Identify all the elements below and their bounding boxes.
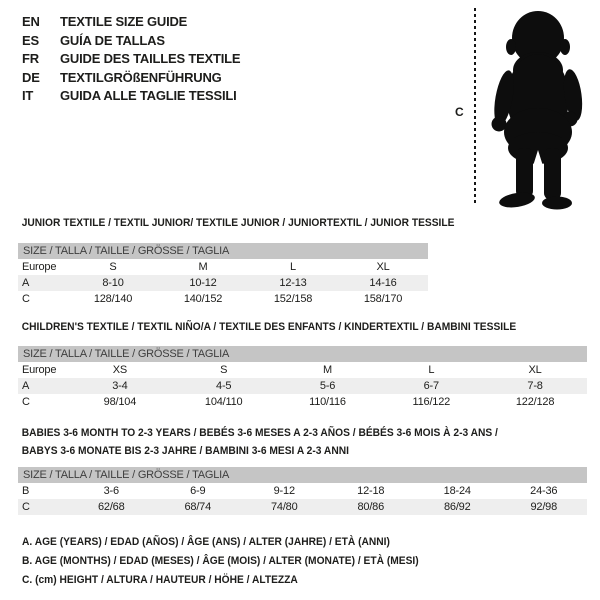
language-title: GUÍA DE TALLAS xyxy=(60,32,165,48)
footnote-line: B. AGE (MONTHS) / EDAD (MESES) / ÂGE (MO… xyxy=(22,555,419,567)
height-measure-label: C xyxy=(455,105,464,119)
size-value-cell: S xyxy=(220,364,228,376)
table-row: B 3-6 6-9 9-12 12-18 18-24 24-36 xyxy=(18,483,587,499)
language-code: ES xyxy=(22,32,39,48)
size-value-cell: 116/122 xyxy=(412,396,451,408)
size-value-cell: 12-13 xyxy=(279,277,307,289)
size-value-cell: 80/86 xyxy=(357,501,385,513)
size-value-cell: 14-16 xyxy=(369,277,397,289)
size-value-cell: 86/92 xyxy=(443,501,471,513)
row-label: B xyxy=(22,485,30,497)
height-dashed-line xyxy=(474,8,476,206)
language-row: IT GUIDA ALLE TAGLIE TESSILI xyxy=(22,87,240,106)
language-row: ES GUÍA DE TALLAS xyxy=(22,32,240,51)
row-label: C xyxy=(22,293,30,305)
size-value-cell: 62/68 xyxy=(97,501,125,513)
section-babies-textile: BABIES 3-6 MONTH TO 2-3 YEARS / BEBÉS 3-… xyxy=(18,424,587,515)
footnote-line: A. AGE (YEARS) / EDAD (AÑOS) / ÂGE (ANS)… xyxy=(22,536,390,548)
section-title-line2: BABYS 3-6 MONATE BIS 2-3 JAHRE / BAMBINI… xyxy=(21,445,349,457)
row-label: Europe xyxy=(22,261,57,273)
size-value-cell: 98/104 xyxy=(103,396,137,408)
table-row: C 98/104 104/110 110/116 116/122 122/128 xyxy=(18,394,587,410)
size-header-bar: SIZE / TALLA / TAILLE / GRÖSSE / TAGLIA xyxy=(18,467,587,483)
table-row: Europe XS S M L XL xyxy=(18,362,587,378)
childrens-size-table: SIZE / TALLA / TAILLE / GRÖSSE / TAGLIA … xyxy=(18,346,587,410)
language-code: DE xyxy=(22,69,40,85)
section-title: CHILDREN'S TEXTILE / TEXTIL NIÑO/A / TEX… xyxy=(21,321,517,333)
size-value-cell: S xyxy=(109,261,117,273)
section-childrens-textile: CHILDREN'S TEXTILE / TEXTIL NIÑO/A / TEX… xyxy=(18,318,587,410)
baby-height-figure: C xyxy=(448,0,600,215)
size-value-cell: 92/98 xyxy=(530,501,558,513)
size-value-cell: 122/128 xyxy=(515,396,555,408)
language-row: DE TEXTILGRÖßENFÜHRUNG xyxy=(22,69,240,88)
size-value-cell: 68/74 xyxy=(184,501,212,513)
size-value-cell: XS xyxy=(112,364,128,376)
size-value-cell: 74/80 xyxy=(270,501,298,513)
row-label: A xyxy=(22,380,30,392)
size-value-cell: 3-4 xyxy=(112,380,128,392)
size-value-cell: 7-8 xyxy=(527,380,543,392)
row-label: C xyxy=(22,501,30,513)
size-value-cell: 128/140 xyxy=(93,293,133,305)
size-value-cell: 152/158 xyxy=(273,293,313,305)
junior-size-table: SIZE / TALLA / TAILLE / GRÖSSE / TAGLIA … xyxy=(18,243,428,307)
size-value-cell: 158/170 xyxy=(363,293,403,305)
table-row: C 62/68 68/74 74/80 80/86 86/92 92/98 xyxy=(18,499,587,515)
size-value-cell: XL xyxy=(528,364,542,376)
footnote-line: C. (cm) HEIGHT / ALTURA / HAUTEUR / HÖHE… xyxy=(22,574,298,586)
size-value-cell: M xyxy=(198,261,208,273)
table-row: A 3-4 4-5 5-6 6-7 7-8 xyxy=(18,378,587,394)
size-value-cell: 6-7 xyxy=(423,380,440,392)
size-value-cell: 8-10 xyxy=(102,277,124,289)
language-code: EN xyxy=(22,14,40,29)
size-value-cell: M xyxy=(323,364,332,376)
size-header-bar: SIZE / TALLA / TAILLE / GRÖSSE / TAGLIA xyxy=(18,243,428,259)
size-value-cell: 5-6 xyxy=(319,380,336,392)
size-value-cell: 3-6 xyxy=(103,485,120,497)
size-value-cell: 12-18 xyxy=(357,485,385,497)
table-row: Europe S M L XL xyxy=(18,259,428,275)
language-title: GUIDA ALLE TAGLIE TESSILI xyxy=(60,88,237,103)
size-value-cell: 18-24 xyxy=(443,485,471,497)
section-title: JUNIOR TEXTILE / TEXTIL JUNIOR/ TEXTILE … xyxy=(21,217,455,229)
language-title: TEXTILGRÖßENFÜHRUNG xyxy=(60,69,222,85)
size-value-cell: 6-9 xyxy=(190,485,206,497)
size-value-cell: 110/116 xyxy=(309,396,346,408)
babies-size-table: SIZE / TALLA / TAILLE / GRÖSSE / TAGLIA … xyxy=(18,467,587,515)
section-junior-textile: JUNIOR TEXTILE / TEXTIL JUNIOR/ TEXTILE … xyxy=(18,214,455,307)
size-value-cell: L xyxy=(428,364,435,376)
language-list: EN TEXTILE SIZE GUIDE ES GUÍA DE TALLAS FR GU… xyxy=(22,13,241,106)
row-label: Europe xyxy=(22,364,57,376)
size-value-cell: 4-5 xyxy=(216,380,232,392)
size-value-cell: 9-12 xyxy=(273,485,295,497)
size-value-cell: 10-12 xyxy=(189,277,217,289)
size-header-bar: SIZE / TALLA / TAILLE / GRÖSSE / TAGLIA xyxy=(18,346,587,362)
size-value-cell: 140/152 xyxy=(183,293,223,305)
size-value-cell: XL xyxy=(376,261,390,273)
language-title: TEXTILE SIZE GUIDE xyxy=(60,14,188,29)
table-row: A 8-10 10-12 12-13 14-16 xyxy=(18,275,428,291)
language-row: EN TEXTILE SIZE GUIDE xyxy=(22,13,240,32)
row-label: A xyxy=(22,277,30,289)
footnotes: A. AGE (YEARS) / EDAD (AÑOS) / ÂGE (ANS)… xyxy=(22,533,449,590)
language-code: IT xyxy=(22,88,34,103)
table-row: C 128/140 140/152 152/158 158/170 xyxy=(18,291,428,307)
language-title: GUIDE DES TAILLES TEXTILE xyxy=(60,51,241,66)
language-code: FR xyxy=(22,51,39,66)
row-label: C xyxy=(22,396,30,408)
size-value-cell: L xyxy=(290,261,296,273)
section-title: BABIES 3-6 MONTH TO 2-3 YEARS / BEBÉS 3-… xyxy=(21,427,498,439)
baby-silhouette-icon xyxy=(491,11,583,210)
language-row: FR GUIDE DES TAILLES TEXTILE xyxy=(22,50,241,69)
size-value-cell: 24-36 xyxy=(530,485,558,497)
size-value-cell: 104/110 xyxy=(204,396,243,408)
